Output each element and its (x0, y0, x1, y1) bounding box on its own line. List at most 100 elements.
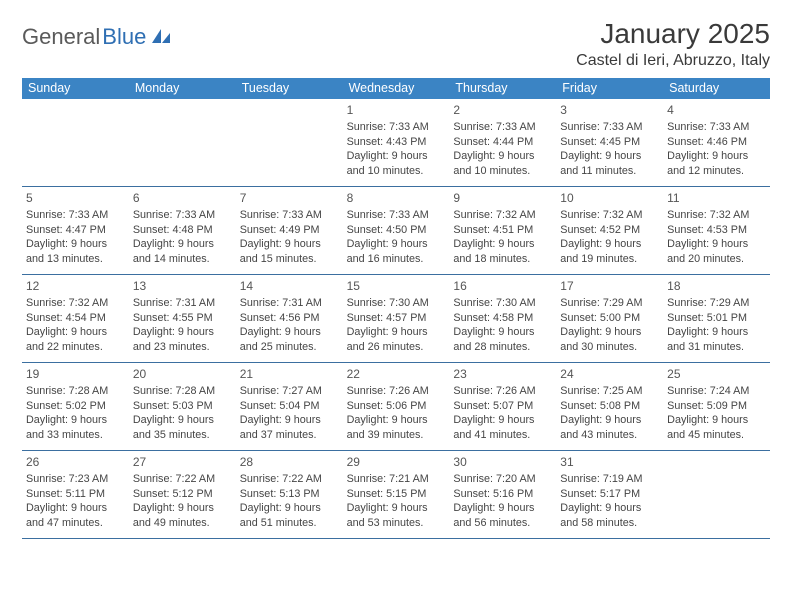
weekday-header: Saturday (663, 78, 770, 99)
daylight-line: Daylight: 9 hours and 31 minutes. (667, 325, 766, 354)
calendar-cell: 10Sunrise: 7:32 AMSunset: 4:52 PMDayligh… (556, 187, 663, 275)
day-number: 1 (347, 102, 446, 118)
sunrise-line: Sunrise: 7:25 AM (560, 384, 659, 399)
weekday-header: Sunday (22, 78, 129, 99)
daylight-line: Daylight: 9 hours and 20 minutes. (667, 237, 766, 266)
sunset-line: Sunset: 4:50 PM (347, 223, 446, 238)
sunset-line: Sunset: 5:01 PM (667, 311, 766, 326)
calendar-cell: 4Sunrise: 7:33 AMSunset: 4:46 PMDaylight… (663, 99, 770, 187)
sunrise-line: Sunrise: 7:22 AM (133, 472, 232, 487)
day-number: 16 (453, 278, 552, 294)
day-number: 6 (133, 190, 232, 206)
daylight-line: Daylight: 9 hours and 16 minutes. (347, 237, 446, 266)
day-number: 15 (347, 278, 446, 294)
location: Castel di Ieri, Abruzzo, Italy (576, 52, 770, 70)
sunset-line: Sunset: 4:47 PM (26, 223, 125, 238)
daylight-line: Daylight: 9 hours and 49 minutes. (133, 501, 232, 530)
daylight-line: Daylight: 9 hours and 11 minutes. (560, 149, 659, 178)
daylight-line: Daylight: 9 hours and 30 minutes. (560, 325, 659, 354)
sunset-line: Sunset: 5:04 PM (240, 399, 339, 414)
logo-sail-icon (150, 27, 172, 45)
sunrise-line: Sunrise: 7:19 AM (560, 472, 659, 487)
day-number: 19 (26, 366, 125, 382)
calendar-cell: 9Sunrise: 7:32 AMSunset: 4:51 PMDaylight… (449, 187, 556, 275)
daylight-line: Daylight: 9 hours and 10 minutes. (453, 149, 552, 178)
title-block: January 2025 Castel di Ieri, Abruzzo, It… (576, 18, 770, 70)
weekday-header: Tuesday (236, 78, 343, 99)
daylight-line: Daylight: 9 hours and 25 minutes. (240, 325, 339, 354)
daylight-line: Daylight: 9 hours and 45 minutes. (667, 413, 766, 442)
daylight-line: Daylight: 9 hours and 41 minutes. (453, 413, 552, 442)
calendar-cell: 13Sunrise: 7:31 AMSunset: 4:55 PMDayligh… (129, 275, 236, 363)
sunrise-line: Sunrise: 7:22 AM (240, 472, 339, 487)
sunset-line: Sunset: 5:12 PM (133, 487, 232, 502)
logo-text-general: General (22, 24, 100, 50)
sunset-line: Sunset: 4:58 PM (453, 311, 552, 326)
daylight-line: Daylight: 9 hours and 35 minutes. (133, 413, 232, 442)
logo-text-blue: Blue (102, 24, 146, 50)
daylight-line: Daylight: 9 hours and 28 minutes. (453, 325, 552, 354)
day-number: 8 (347, 190, 446, 206)
sunrise-line: Sunrise: 7:33 AM (240, 208, 339, 223)
calendar-cell-empty (22, 99, 129, 187)
sunset-line: Sunset: 5:17 PM (560, 487, 659, 502)
day-number: 4 (667, 102, 766, 118)
sunrise-line: Sunrise: 7:33 AM (667, 120, 766, 135)
calendar-cell-empty (663, 451, 770, 539)
sunset-line: Sunset: 4:52 PM (560, 223, 659, 238)
sunset-line: Sunset: 4:53 PM (667, 223, 766, 238)
sunset-line: Sunset: 4:49 PM (240, 223, 339, 238)
daylight-line: Daylight: 9 hours and 39 minutes. (347, 413, 446, 442)
day-number: 21 (240, 366, 339, 382)
calendar-cell-empty (129, 99, 236, 187)
calendar-cell: 22Sunrise: 7:26 AMSunset: 5:06 PMDayligh… (343, 363, 450, 451)
sunrise-line: Sunrise: 7:30 AM (453, 296, 552, 311)
daylight-line: Daylight: 9 hours and 10 minutes. (347, 149, 446, 178)
day-number: 22 (347, 366, 446, 382)
calendar-cell: 20Sunrise: 7:28 AMSunset: 5:03 PMDayligh… (129, 363, 236, 451)
sunrise-line: Sunrise: 7:29 AM (560, 296, 659, 311)
daylight-line: Daylight: 9 hours and 22 minutes. (26, 325, 125, 354)
sunset-line: Sunset: 5:02 PM (26, 399, 125, 414)
daylight-line: Daylight: 9 hours and 47 minutes. (26, 501, 125, 530)
header: GeneralBlue January 2025 Castel di Ieri,… (22, 18, 770, 70)
calendar-cell: 12Sunrise: 7:32 AMSunset: 4:54 PMDayligh… (22, 275, 129, 363)
sunrise-line: Sunrise: 7:28 AM (133, 384, 232, 399)
day-number: 10 (560, 190, 659, 206)
sunrise-line: Sunrise: 7:31 AM (240, 296, 339, 311)
calendar-cell: 21Sunrise: 7:27 AMSunset: 5:04 PMDayligh… (236, 363, 343, 451)
sunrise-line: Sunrise: 7:29 AM (667, 296, 766, 311)
day-number: 5 (26, 190, 125, 206)
calendar-cell: 16 Sunrise: 7:30 AMSunset: 4:58 PMDayligh… (449, 275, 556, 363)
sunset-line: Sunset: 4:57 PM (347, 311, 446, 326)
sunrise-line: Sunrise: 7:32 AM (667, 208, 766, 223)
sunrise-line: Sunrise: 7:33 AM (453, 120, 552, 135)
sunrise-line: Sunrise: 7:33 AM (133, 208, 232, 223)
calendar-cell: 17Sunrise: 7:29 AMSunset: 5:00 PMDayligh… (556, 275, 663, 363)
sunrise-line: Sunrise: 7:32 AM (26, 296, 125, 311)
sunrise-line: Sunrise: 7:28 AM (26, 384, 125, 399)
calendar-cell: 19 Sunrise: 7:28 AMSunset: 5:02 PMDayligh… (22, 363, 129, 451)
sunset-line: Sunset: 5:13 PM (240, 487, 339, 502)
calendar-cell: 31Sunrise: 7:19 AMSunset: 5:17 PMDayligh… (556, 451, 663, 539)
day-number: 20 (133, 366, 232, 382)
daylight-line: Daylight: 9 hours and 53 minutes. (347, 501, 446, 530)
calendar-cell: 14Sunrise: 7:31 AMSunset: 4:56 PMDayligh… (236, 275, 343, 363)
weekday-header-row: SundayMondayTuesdayWednesdayThursdayFrid… (22, 78, 770, 99)
calendar-grid: 1Sunrise: 7:33 AMSunset: 4:43 PMDaylight… (22, 99, 770, 539)
calendar-cell: 2Sunrise: 7:33 AMSunset: 4:44 PMDaylight… (449, 99, 556, 187)
day-number: 13 (133, 278, 232, 294)
sunset-line: Sunset: 5:11 PM (26, 487, 125, 502)
calendar-cell: 30Sunrise: 7:20 AMSunset: 5:16 PMDayligh… (449, 451, 556, 539)
calendar-cell: 27Sunrise: 7:22 AMSunset: 5:12 PMDayligh… (129, 451, 236, 539)
calendar-cell: 3Sunrise: 7:33 AMSunset: 4:45 PMDaylight… (556, 99, 663, 187)
daylight-line: Daylight: 9 hours and 37 minutes. (240, 413, 339, 442)
sunrise-line: Sunrise: 7:31 AM (133, 296, 232, 311)
sunset-line: Sunset: 4:51 PM (453, 223, 552, 238)
day-number: 2 (453, 102, 552, 118)
day-number: 23 (453, 366, 552, 382)
daylight-line: Daylight: 9 hours and 33 minutes. (26, 413, 125, 442)
sunset-line: Sunset: 5:08 PM (560, 399, 659, 414)
day-number: 14 (240, 278, 339, 294)
calendar-cell: 7Sunrise: 7:33 AMSunset: 4:49 PMDaylight… (236, 187, 343, 275)
